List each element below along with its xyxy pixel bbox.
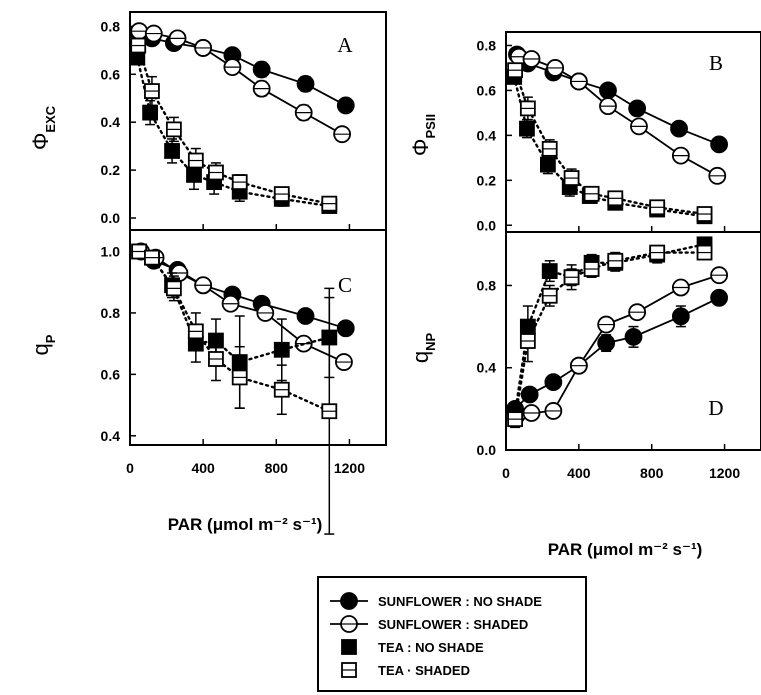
panel-b-ytick-label: 0.2 [477, 172, 497, 188]
panel-d-point [520, 385, 539, 404]
panel-c-ylabel-symbol: q [28, 343, 53, 355]
panel-b-ylabel-symbol: Φ [408, 139, 433, 157]
panel-a-ylabel-symbol: Φ [28, 133, 53, 151]
panel-a-letter: A [337, 33, 353, 57]
panel-d-point [671, 307, 690, 326]
panel-d-xlabel: PAR (μmol m⁻² s⁻¹) [548, 540, 703, 559]
panel-c-series-2 [132, 242, 353, 371]
panel-c-letter: C [338, 273, 352, 297]
legend-label: SUNFLOWER : NO SHADE [378, 594, 542, 609]
panel-b-series-2 [509, 47, 727, 185]
panel-d-series-1 [506, 288, 729, 418]
panel-a-point [142, 104, 159, 121]
panel-b-letter: B [709, 51, 723, 75]
panel-b-ylabel-subscript: PSII [423, 114, 438, 139]
panel-a-ytick-label: 0.8 [101, 18, 121, 34]
panel-b-ytick-label: 0.8 [477, 37, 497, 53]
panel-d-series-4 [507, 244, 713, 429]
legend-label: SUNFLOWER : SHADED [378, 617, 528, 632]
legend-marker [340, 592, 358, 610]
panel-d-ytick-label: 0.0 [477, 442, 497, 458]
panel-c-ytick-label: 0.8 [101, 305, 121, 321]
panel-d-ytick-label: 0.4 [477, 360, 497, 376]
panel-d-ylabel-subscript: NP [423, 333, 438, 351]
panel-d-frame [505, 231, 761, 451]
panel-d-point [624, 327, 643, 346]
panel-c-ylabel-subscript: P [43, 334, 58, 343]
panel-c-ytick-label: 0.6 [101, 366, 121, 382]
panel-b-point [519, 120, 535, 137]
panel-b-point [670, 119, 688, 138]
panel-b-point [710, 135, 729, 154]
panel-c-series-4 [131, 243, 338, 535]
legend-item: SUNFLOWER : NO SHADE [330, 592, 542, 610]
panel-b-ytick-label: 0.4 [477, 127, 497, 143]
panel-c-ytick-label: 0.4 [101, 428, 121, 444]
panel-b: 0.0 0.2 0.4 0.6 0.8 B ΦPSII [408, 31, 761, 233]
panel-c-point [336, 319, 355, 338]
panel-b-point [599, 81, 617, 100]
panel-a-series-2 [130, 22, 352, 144]
panel-d-ytick-label: 0.8 [477, 277, 497, 293]
panel-a-ylabel: ΦEXC [28, 105, 58, 150]
panel-d-ylabel: qNP [408, 333, 438, 364]
panel-b-series-4 [507, 62, 713, 222]
panel-c-series-2-line [140, 250, 345, 364]
panel-a-point [252, 60, 271, 79]
panel-a-series-4 [130, 37, 338, 212]
panel-d-point [597, 334, 616, 352]
panel-b-ytick-label: 0.6 [477, 82, 497, 98]
panel-c-xtick-label: 1200 [334, 460, 365, 476]
panel-b-point [539, 156, 556, 173]
panel-c-xlabel: PAR (μmol m⁻² s⁻¹) [168, 515, 323, 534]
legend: SUNFLOWER : NO SHADE SUNFLOWER : SHADED TE… [317, 576, 587, 692]
panel-d-point [710, 288, 729, 307]
panel-c-xtick-label: 800 [265, 460, 289, 476]
panel-d-xtick-label: 400 [567, 465, 591, 481]
panel-a-ylabel-subscript: EXC [43, 105, 58, 132]
panel-d-letter: D [708, 396, 723, 420]
panel-d-xtick-label: 0 [502, 465, 510, 481]
panel-d-xtick-label: 800 [640, 465, 664, 481]
panel-b-ylabel: ΦPSII [408, 114, 438, 156]
legend-item: TEA : NO SHADE [341, 639, 484, 655]
panel-a-point [336, 96, 355, 115]
panel-c-frame [129, 229, 387, 446]
panel-a-ytick-label: 0.4 [101, 114, 121, 130]
panel-c-ylabel: qP [28, 334, 58, 355]
panel-c-ytick-label: 1.0 [101, 244, 121, 260]
panel-d-point [541, 263, 558, 279]
panel-a-series-1 [130, 24, 355, 115]
legend-frame [317, 576, 587, 692]
panel-a-point [164, 143, 180, 159]
panels: 0.00.20.40.60.8AΦEXC0.00.20.40.60.8BΦPSI… [28, 11, 761, 559]
panel-a-ytick-label: 0.0 [101, 210, 121, 226]
legend-item: TEA · SHADED [341, 662, 470, 678]
legend-item: SUNFLOWER : SHADED [330, 615, 528, 633]
legend-label: TEA : NO SHADE [378, 640, 484, 655]
panel-a-point [186, 167, 202, 183]
panel-d-ylabel-symbol: q [408, 351, 433, 363]
panel-c-xtick-label: 0 [126, 460, 134, 476]
legend-label: TEA · SHADED [378, 663, 470, 678]
panel-b-point [628, 99, 647, 118]
panel-d-xtick-label: 1200 [709, 465, 740, 481]
panel-c-point [273, 341, 290, 358]
panel-c-point [296, 307, 315, 325]
panel-a-point [296, 74, 315, 93]
panel-a-ytick-label: 0.6 [101, 66, 121, 82]
panel-a-ytick-label: 0.2 [101, 162, 121, 178]
panel-c-series-4-line [137, 250, 331, 413]
legend-marker [341, 639, 357, 655]
panel-c: 0.4 0.6 0.8 1.0 0 400 800 1200 CqP [28, 229, 387, 535]
panel-a: 0.0 0.2 0.4 0.6 0.8 A ΦEXC [28, 11, 387, 231]
panel-c-xtick-label: 400 [191, 460, 215, 476]
panel-d-point [544, 373, 563, 392]
panel-b-ytick-label: 0.0 [477, 217, 497, 233]
